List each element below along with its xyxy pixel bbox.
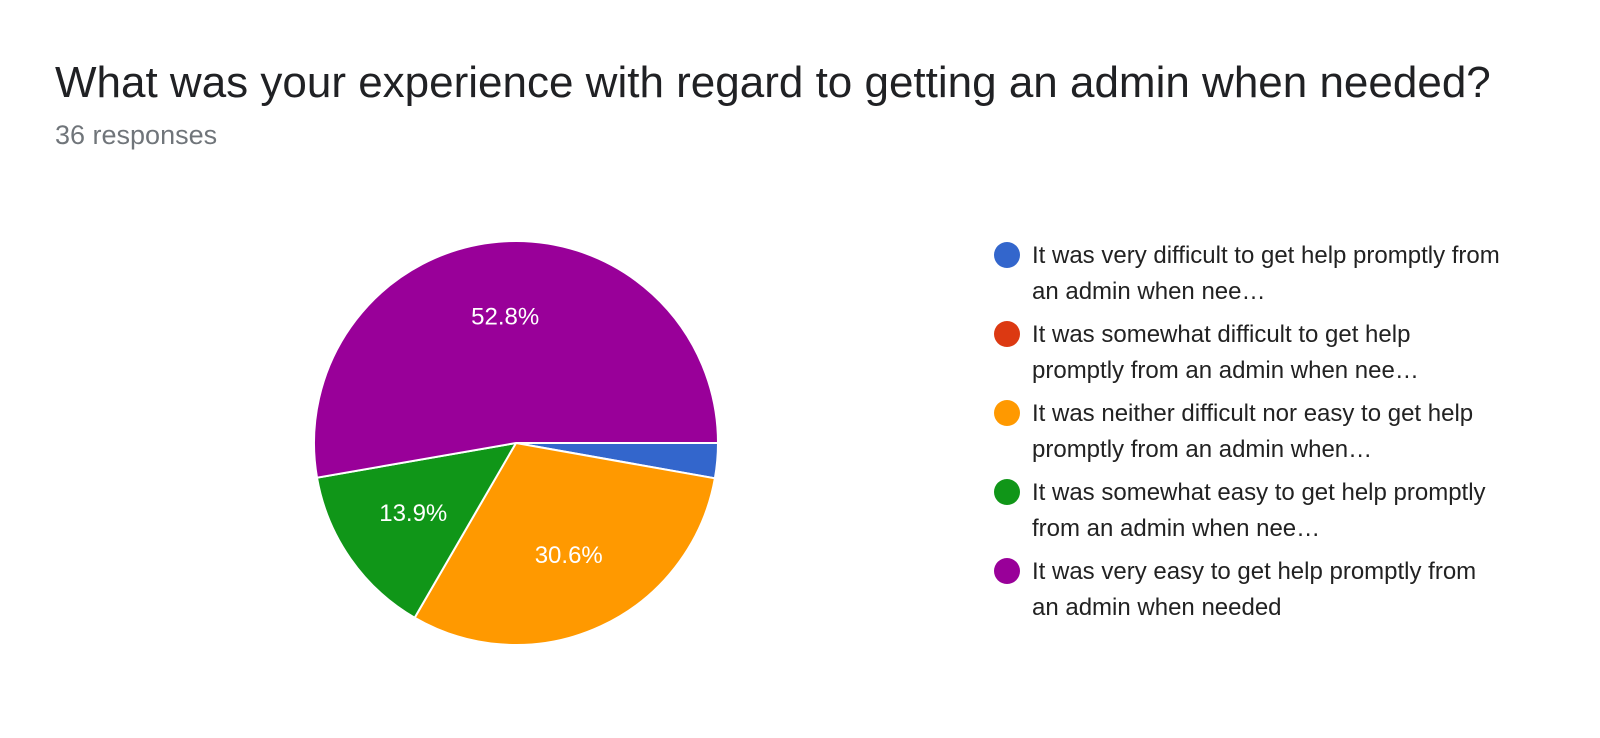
legend-label: It was very difficult to get help prompt… bbox=[1032, 242, 1500, 305]
legend-item-somewhat-easy[interactable]: It was somewhat easy to get help promptl… bbox=[994, 475, 1554, 554]
pie-slice-3[interactable] bbox=[315, 441, 518, 620]
pie-data-label-4: 52.8% bbox=[471, 304, 539, 331]
legend-item-very-easy[interactable]: It was very easy to get help promptly fr… bbox=[994, 554, 1554, 633]
pie-data-label-2: 30.6% bbox=[535, 542, 603, 569]
pie-data-label-3: 13.9% bbox=[379, 500, 447, 527]
pie-slice-4[interactable] bbox=[313, 239, 720, 479]
legend-dot-icon bbox=[994, 321, 1020, 347]
chart-title: What was your experience with regard to … bbox=[55, 58, 1491, 107]
legend-label: It was somewhat easy to get help promptl… bbox=[1032, 479, 1486, 542]
legend-item-very-difficult[interactable]: It was very difficult to get help prompt… bbox=[994, 238, 1554, 317]
legend-item-neither[interactable]: It was neither difficult nor easy to get… bbox=[994, 396, 1554, 475]
pie-slice-2[interactable] bbox=[413, 441, 717, 646]
legend: It was very difficult to get help prompt… bbox=[994, 238, 1554, 633]
legend-dot-icon bbox=[994, 400, 1020, 426]
legend-label: It was very easy to get help promptly fr… bbox=[1032, 558, 1477, 621]
response-count: 36 responses bbox=[55, 120, 218, 150]
legend-dot-icon bbox=[994, 242, 1020, 268]
legend-label: It was neither difficult nor easy to get… bbox=[1032, 400, 1474, 463]
legend-label: It was somewhat difficult to get help pr… bbox=[1032, 321, 1419, 384]
legend-dot-icon bbox=[994, 558, 1020, 584]
legend-dot-icon bbox=[994, 479, 1020, 505]
legend-item-somewhat-difficult[interactable]: It was somewhat difficult to get help pr… bbox=[994, 317, 1554, 396]
